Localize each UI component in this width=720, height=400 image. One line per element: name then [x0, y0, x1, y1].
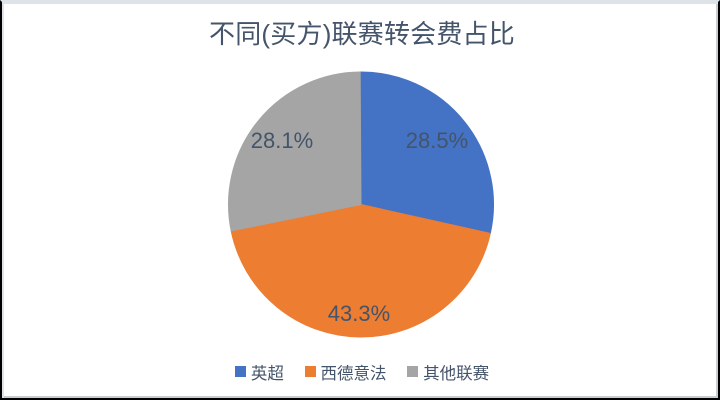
svg-text:28.1%: 28.1%	[251, 128, 313, 153]
svg-text:28.5%: 28.5%	[406, 128, 468, 153]
svg-text:43.3%: 43.3%	[328, 301, 390, 326]
